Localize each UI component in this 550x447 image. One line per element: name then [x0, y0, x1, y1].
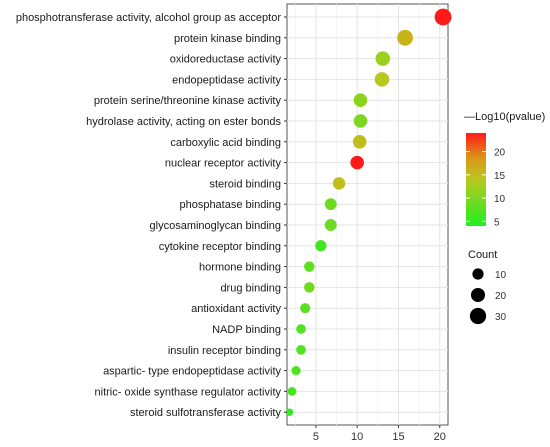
x-tick-label: 20 [434, 431, 446, 443]
colorbar [466, 133, 486, 226]
size-legend-dot [472, 268, 484, 280]
y-axis-label: nitric- oxide synthase regulator activit… [95, 386, 282, 398]
colorbar-tick-label: 5 [494, 217, 500, 228]
y-axis-label: nuclear receptor activity [165, 158, 282, 170]
colorbar-tick-label: 20 [494, 148, 506, 159]
data-point [315, 240, 327, 252]
data-point [324, 198, 337, 211]
y-axis-label: oxidoreductase activity [170, 54, 282, 66]
y-axis-label: hydrolase activity, acting on ester bond… [86, 116, 281, 128]
y-axis-label: steroid binding [209, 178, 281, 190]
data-point [324, 219, 337, 231]
size-legend: Count 10 20 30 [468, 249, 507, 325]
color-legend-title: —Log10(pvalue) [464, 111, 545, 123]
size-legend-label: 10 [495, 270, 507, 281]
data-point [350, 155, 364, 170]
data-point [300, 303, 311, 314]
data-point [374, 72, 390, 87]
plot-border [286, 3, 449, 426]
y-axis-label: carboxylic acid binding [170, 137, 281, 149]
data-point [375, 51, 391, 66]
size-legend-dot [470, 287, 486, 303]
data-point [291, 365, 301, 376]
data-point [296, 344, 306, 355]
data-point [287, 387, 297, 396]
y-axis-label: glycosaminoglycan binding [150, 220, 281, 232]
colorbar-tick-label: 15 [494, 171, 506, 182]
y-axis-label: NADP binding [212, 324, 281, 336]
data-point [332, 177, 346, 190]
y-axis-label: phosphotransferase activity, alcohol gro… [16, 12, 282, 24]
x-tick-label: 15 [392, 431, 404, 443]
size-legend-title: Count [468, 249, 497, 261]
y-axis-label: hormone binding [199, 262, 281, 274]
data-point [304, 282, 315, 293]
x-axis-ticks: 5 10 15 20 [313, 425, 446, 443]
y-axis-label: insulin receptor binding [168, 345, 281, 357]
data-points [285, 8, 452, 416]
x-tick-label: 5 [313, 431, 319, 443]
data-point [353, 114, 368, 128]
y-axis-labels: phosphotransferase activity, alcohol gro… [16, 12, 287, 419]
x-tick-label: 10 [351, 431, 363, 443]
data-point [434, 8, 452, 26]
colorbar-tick-label: 10 [494, 194, 506, 205]
size-legend-label: 30 [495, 312, 507, 323]
y-axis-label: drug binding [220, 282, 281, 294]
y-axis-label: phosphatase binding [179, 199, 281, 211]
y-axis-label: endopeptidase activity [172, 74, 281, 86]
data-point [352, 135, 367, 149]
data-point [296, 324, 306, 334]
y-axis-label: antioxidant activity [191, 303, 281, 315]
y-axis-label: cytokine receptor binding [159, 241, 281, 253]
size-legend-dot [469, 307, 487, 325]
y-axis-label: steroid sulfotransferase activity [130, 407, 282, 419]
y-axis-label: protein kinase binding [174, 33, 281, 45]
data-point [304, 261, 315, 272]
data-point [397, 29, 413, 46]
y-axis-label: aspartic- type endopeptidase activity [103, 366, 281, 378]
data-point [285, 408, 294, 416]
y-axis-label: protein serine/threonine kinase activity [94, 95, 282, 107]
plot-panel [286, 3, 449, 426]
data-point [353, 93, 368, 107]
size-legend-label: 20 [495, 291, 507, 302]
color-legend: —Log10(pvalue) 5 10 15 20 [464, 111, 545, 228]
